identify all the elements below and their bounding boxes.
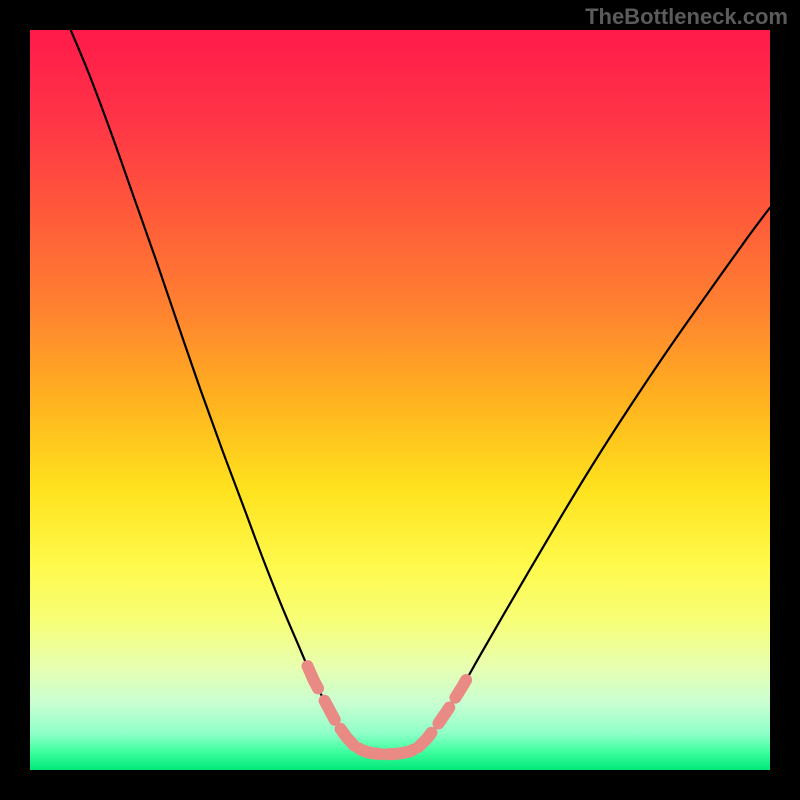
chart-svg <box>0 0 800 800</box>
chart-container: TheBottleneck.com <box>0 0 800 800</box>
watermark-text: TheBottleneck.com <box>585 4 788 30</box>
